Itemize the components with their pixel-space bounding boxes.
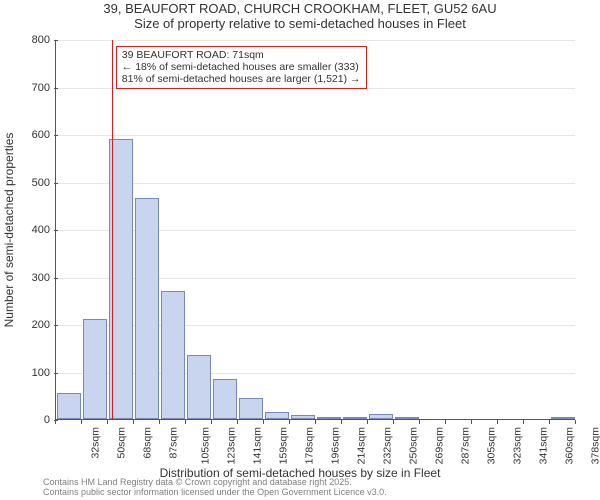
x-tick-label: 323sqm [511, 427, 523, 464]
histogram-bar [187, 355, 211, 419]
x-tick-label: 87sqm [168, 427, 180, 459]
chart-container: 39, BEAUFORT ROAD, CHURCH CROOKHAM, FLEE… [0, 0, 600, 500]
x-tick-label: 159sqm [277, 427, 289, 464]
x-tick-label: 68sqm [142, 427, 154, 459]
gridline [56, 135, 575, 136]
x-tick-label: 378sqm [589, 427, 600, 464]
histogram-bar [213, 379, 237, 419]
x-tick-label: 232sqm [381, 427, 393, 464]
y-tick-mark [54, 40, 58, 41]
x-tick-label: 32sqm [90, 427, 102, 459]
x-tick-label: 105sqm [199, 427, 211, 464]
histogram-bar [265, 412, 289, 419]
x-tick-mark [263, 420, 264, 424]
x-tick-mark [211, 420, 212, 424]
x-tick-mark [133, 420, 134, 424]
gridline [56, 230, 575, 231]
x-tick-label: 196sqm [329, 427, 341, 464]
histogram-bar [57, 393, 81, 419]
y-tick-label: 300 [0, 272, 50, 284]
x-tick-label: 305sqm [485, 427, 497, 464]
histogram-bar [551, 417, 575, 419]
gridline [56, 278, 575, 279]
y-tick-mark [54, 183, 58, 184]
histogram-bar [135, 198, 159, 419]
histogram-bar [83, 319, 107, 419]
histogram-bar [239, 398, 263, 419]
histogram-bar [291, 415, 315, 419]
plot-area: 39 BEAUFORT ROAD: 71sqm← 18% of semi-det… [55, 40, 575, 420]
y-tick-mark [54, 88, 58, 89]
chart-title-line-1: 39, BEAUFORT ROAD, CHURCH CROOKHAM, FLEE… [0, 2, 600, 17]
x-tick-mark [341, 420, 342, 424]
callout-line: 81% of semi-detached houses are larger (… [122, 73, 361, 85]
x-tick-mark [497, 420, 498, 424]
histogram-bar [343, 417, 367, 419]
x-tick-mark [367, 420, 368, 424]
x-tick-mark [237, 420, 238, 424]
y-tick-label: 800 [0, 34, 50, 46]
x-tick-label: 123sqm [225, 427, 237, 464]
x-tick-label: 250sqm [407, 427, 419, 464]
histogram-bar [161, 291, 185, 419]
y-tick-mark [54, 278, 58, 279]
x-tick-label: 269sqm [433, 427, 445, 464]
histogram-bar [369, 414, 393, 419]
property-callout: 39 BEAUFORT ROAD: 71sqm← 18% of semi-det… [116, 46, 367, 89]
x-tick-mark [445, 420, 446, 424]
footer-attribution: Contains HM Land Registry data © Crown c… [43, 478, 387, 498]
x-tick-label: 287sqm [459, 427, 471, 464]
x-tick-mark [159, 420, 160, 424]
footer-line-2: Contains public sector information licen… [43, 488, 387, 498]
x-tick-mark [55, 420, 56, 424]
x-tick-label: 360sqm [563, 427, 575, 464]
y-tick-label: 400 [0, 224, 50, 236]
x-tick-label: 50sqm [116, 427, 128, 459]
gridline [56, 325, 575, 326]
x-tick-label: 178sqm [303, 427, 315, 464]
y-tick-label: 100 [0, 367, 50, 379]
y-tick-mark [54, 135, 58, 136]
y-tick-label: 200 [0, 319, 50, 331]
x-tick-mark [289, 420, 290, 424]
x-tick-label: 214sqm [355, 427, 367, 464]
histogram-bar [395, 417, 419, 419]
y-tick-label: 600 [0, 129, 50, 141]
x-tick-mark [315, 420, 316, 424]
y-tick-mark [54, 230, 58, 231]
x-tick-mark [471, 420, 472, 424]
x-tick-label: 141sqm [251, 427, 263, 464]
x-tick-mark [81, 420, 82, 424]
chart-title-block: 39, BEAUFORT ROAD, CHURCH CROOKHAM, FLEE… [0, 2, 600, 32]
property-marker-line [112, 40, 113, 419]
x-tick-mark [575, 420, 576, 424]
gridline [56, 373, 575, 374]
x-tick-mark [393, 420, 394, 424]
histogram-bar [317, 417, 341, 419]
y-tick-label: 700 [0, 82, 50, 94]
x-tick-mark [523, 420, 524, 424]
gridline [56, 40, 575, 41]
x-tick-mark [419, 420, 420, 424]
callout-line: 39 BEAUFORT ROAD: 71sqm [122, 49, 361, 61]
y-tick-mark [54, 325, 58, 326]
y-tick-mark [54, 373, 58, 374]
x-tick-label: 341sqm [537, 427, 549, 464]
x-tick-mark [185, 420, 186, 424]
x-tick-mark [107, 420, 108, 424]
y-tick-label: 500 [0, 177, 50, 189]
callout-line: ← 18% of semi-detached houses are smalle… [122, 61, 361, 73]
gridline [56, 183, 575, 184]
y-tick-label: 0 [0, 414, 50, 426]
chart-title-line-2: Size of property relative to semi-detach… [0, 17, 600, 32]
x-tick-mark [549, 420, 550, 424]
